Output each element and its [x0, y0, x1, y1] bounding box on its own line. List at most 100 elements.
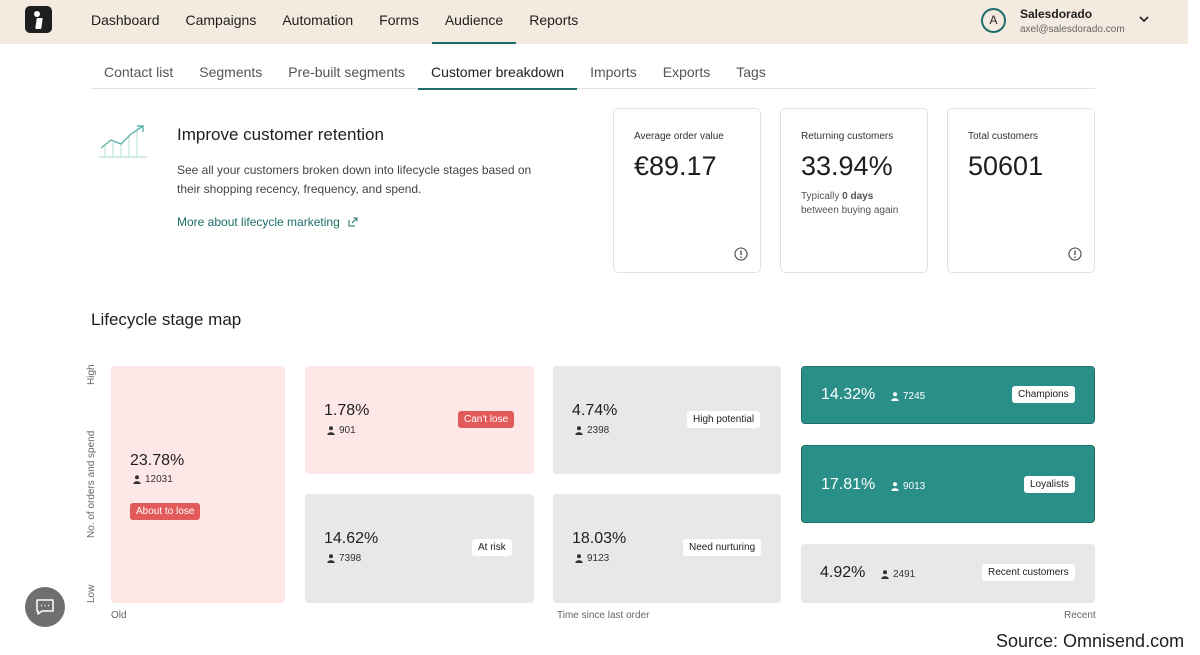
y-axis-high: High [86, 364, 97, 386]
count-value: 9123 [587, 553, 610, 564]
segment-count: 2491 [881, 569, 915, 580]
segment-champions[interactable]: 14.32% 7245 Champions [801, 366, 1095, 424]
person-icon [891, 392, 899, 401]
nav-reports[interactable]: Reports [529, 12, 579, 28]
lifecycle-map-title: Lifecycle stage map [91, 310, 242, 329]
segment-percent: 4.74% [572, 402, 618, 419]
lifecycle-marketing-link[interactable]: More about lifecycle marketing [177, 215, 358, 229]
stat-note: Typically 0 days between buying again [801, 190, 898, 218]
nav-automation[interactable]: Automation [282, 12, 354, 28]
segment-percent: 23.78% [130, 452, 185, 469]
segment-count: 9123 [575, 553, 609, 564]
stat-returning-customers: Returning customers 33.94% Typically 0 d… [780, 108, 928, 273]
chart-growth-icon [99, 125, 147, 158]
main-nav: Dashboard Campaigns Automation Forms Aud… [78, 0, 591, 44]
tab-tags[interactable]: Tags [736, 64, 766, 80]
intro-title: Improve customer retention [177, 125, 384, 144]
stat-value: €89.17 [634, 151, 717, 181]
x-axis-label: Time since last order [557, 610, 650, 621]
count-value: 9013 [903, 481, 926, 492]
account-email: axel@salesdorado.com [1020, 24, 1125, 35]
chat-icon [36, 599, 54, 615]
segment-badge: Champions [1012, 386, 1075, 403]
segment-about-to-lose[interactable]: 23.78% 12031 About to lose [111, 366, 285, 603]
stat-label: Average order value [634, 131, 724, 142]
segment-count: 7245 [891, 391, 925, 402]
chevron-down-icon [1139, 16, 1149, 23]
count-value: 2491 [893, 569, 916, 580]
nav-forms[interactable]: Forms [379, 12, 419, 28]
audience-subtabs: Contact list Segments Pre-built segments… [91, 55, 1095, 90]
avatar: A [981, 8, 1006, 33]
segment-badge: Can't lose [458, 411, 515, 428]
segment-at-risk[interactable]: 14.62% 7398 At risk [305, 494, 534, 603]
stat-value: 33.94% [801, 151, 893, 181]
tab-segments[interactable]: Segments [199, 64, 263, 80]
segment-badge: About to lose [130, 503, 201, 520]
stat-total-customers: Total customers 50601 [947, 108, 1095, 273]
note-suffix: between buying again [801, 205, 899, 216]
x-axis-recent: Recent [1064, 610, 1096, 621]
segment-badge: High potential [687, 411, 761, 428]
segment-badge: Loyalists [1024, 476, 1075, 493]
nav-campaigns[interactable]: Campaigns [185, 12, 257, 28]
info-icon[interactable] [734, 247, 748, 261]
segment-cant-lose[interactable]: 1.78% 901 Can't lose [305, 366, 534, 474]
segment-badge: Need nurturing [683, 539, 762, 556]
segment-count: 901 [327, 425, 356, 436]
stat-label: Returning customers [801, 131, 894, 142]
chat-button[interactable] [25, 587, 65, 627]
nav-audience[interactable]: Audience [431, 0, 517, 44]
segment-count: 9013 [891, 481, 925, 492]
segment-percent: 14.32% [821, 386, 876, 403]
logo-icon[interactable] [25, 6, 52, 33]
nav-dashboard[interactable]: Dashboard [91, 12, 160, 28]
segment-percent: 14.62% [324, 530, 379, 547]
segment-need-nurturing[interactable]: 18.03% 9123 Need nurturing [553, 494, 781, 603]
person-icon [327, 554, 335, 563]
stat-average-order-value: Average order value €89.17 [613, 108, 761, 273]
segment-count: 12031 [133, 474, 173, 485]
source-caption: Source: Omnisend.com [996, 631, 1185, 651]
segment-count: 2398 [575, 425, 609, 436]
stat-label: Total customers [968, 131, 1039, 142]
count-value: 2398 [587, 425, 610, 436]
count-value: 12031 [145, 474, 173, 485]
account-name: Salesdorado [1020, 7, 1093, 21]
segment-badge: At risk [472, 539, 512, 556]
segment-recent-customers[interactable]: 4.92% 2491 Recent customers [801, 544, 1095, 603]
segment-badge: Recent customers [982, 564, 1075, 581]
y-axis-low: Low [86, 584, 97, 604]
count-value: 901 [339, 425, 356, 436]
segment-percent: 18.03% [572, 530, 627, 547]
external-link-icon [348, 217, 358, 227]
count-value: 7398 [339, 553, 362, 564]
note-days: 0 days [842, 191, 874, 202]
person-icon [327, 426, 335, 435]
person-icon [575, 554, 583, 563]
tab-pre-built-segments[interactable]: Pre-built segments [288, 64, 406, 80]
x-axis-old: Old [111, 610, 127, 621]
person-icon [891, 482, 899, 491]
segment-loyalists[interactable]: 17.81% 9013 Loyalists [801, 445, 1095, 523]
segment-high-potential[interactable]: 4.74% 2398 High potential [553, 366, 781, 474]
intro-description: See all your customers broken down into … [177, 163, 532, 196]
y-axis-label: No. of orders and spend [86, 430, 97, 538]
person-icon [133, 475, 141, 484]
tab-customer-breakdown[interactable]: Customer breakdown [418, 55, 578, 90]
account-menu[interactable]: A Salesdorado axel@salesdorado.com [981, 7, 1181, 37]
tab-contact-list[interactable]: Contact list [104, 64, 174, 80]
top-bar: Dashboard Campaigns Automation Forms Aud… [0, 0, 1188, 44]
count-value: 7245 [903, 391, 926, 402]
note-prefix: Typically [801, 191, 843, 202]
tab-exports[interactable]: Exports [662, 64, 711, 80]
segment-percent: 4.92% [820, 564, 866, 581]
person-icon [881, 570, 889, 579]
segment-percent: 1.78% [324, 402, 370, 419]
info-icon[interactable] [1068, 247, 1082, 261]
segment-percent: 17.81% [821, 476, 876, 493]
segment-count: 7398 [327, 553, 361, 564]
link-label: More about lifecycle marketing [177, 215, 340, 229]
person-icon [575, 426, 583, 435]
tab-imports[interactable]: Imports [590, 64, 637, 80]
